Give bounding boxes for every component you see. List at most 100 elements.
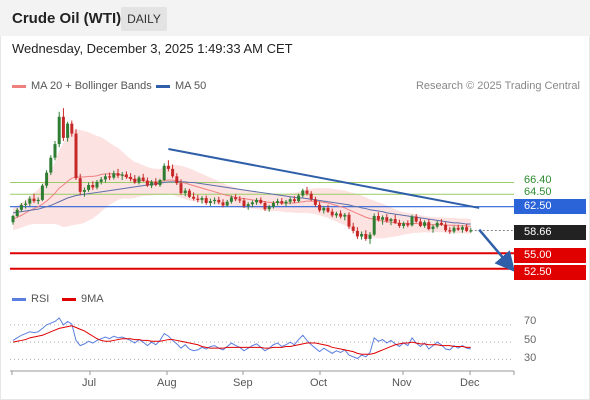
rsi-tick-70: 70 <box>524 315 537 327</box>
candle-body <box>204 198 208 203</box>
candle-body <box>158 180 162 185</box>
candle-body <box>19 204 23 210</box>
candle-body <box>225 201 229 206</box>
candle-body <box>141 177 145 181</box>
candle-body <box>322 207 326 211</box>
candle-body <box>32 198 36 202</box>
candle-body <box>70 123 74 134</box>
bollinger-band <box>13 129 471 239</box>
interval-button[interactable]: DAILY <box>121 7 167 31</box>
candle-body <box>418 221 422 226</box>
candle-body <box>448 230 452 232</box>
candle-body <box>15 209 19 216</box>
legend-ma9: 9MA <box>62 293 104 305</box>
candle-body <box>53 144 57 158</box>
candle-body <box>154 181 158 185</box>
chart-header: Crude Oil (WTI) DAILY <box>0 0 590 36</box>
legend-ma9-label: 9MA <box>81 293 104 305</box>
level-lines <box>10 182 514 270</box>
candle-body <box>427 222 431 230</box>
rsi-ma9-line <box>12 325 471 355</box>
candle-body <box>250 202 254 205</box>
rsi-panel <box>10 317 514 360</box>
candle-body <box>259 199 263 203</box>
candle-body <box>385 217 389 221</box>
candle-body <box>255 199 259 203</box>
candle-body <box>11 216 15 223</box>
research-credit: Research © 2025 Trading Central <box>415 80 580 92</box>
candle-body <box>263 202 267 210</box>
candle-body <box>103 176 107 180</box>
x-label-dec: Dec <box>460 377 480 389</box>
legend-rsi-label: RSI <box>31 293 50 305</box>
candle-body <box>40 185 44 200</box>
candle-body <box>166 165 170 169</box>
rsi-tick-30: 30 <box>524 352 537 364</box>
level-r1-label: 64.50 <box>524 186 552 198</box>
candle-body <box>66 123 70 138</box>
ma50-swatch <box>156 84 170 88</box>
level-s2-tag: 52.50 <box>514 265 586 280</box>
candle-body <box>129 176 133 179</box>
rsi-line <box>12 317 471 360</box>
candle-body <box>183 190 187 194</box>
candle-body <box>271 202 275 207</box>
candle-body <box>208 201 212 203</box>
candle-body <box>267 206 271 210</box>
candle-body <box>444 224 448 231</box>
rsi-swatch <box>12 297 26 301</box>
rsi-tick-50: 50 <box>524 334 537 346</box>
legend-ma20: MA 20 + Bollinger Bands <box>12 80 152 92</box>
candle-body <box>372 216 376 235</box>
candle-body <box>246 204 250 207</box>
candle-body <box>347 214 351 227</box>
ma50-line <box>12 181 471 225</box>
x-label-nov: Nov <box>392 377 412 389</box>
candle-body <box>95 181 99 188</box>
candle-body <box>330 211 334 216</box>
candle-body <box>171 168 175 177</box>
candle-body <box>460 227 464 230</box>
candle-body <box>435 222 439 227</box>
candle-body <box>217 199 221 203</box>
candle-body <box>414 216 418 222</box>
candle-body <box>368 234 372 239</box>
candle-body <box>213 199 217 202</box>
candle-body <box>305 190 309 194</box>
candle-body <box>280 201 284 204</box>
candle-body <box>145 180 149 186</box>
candle-body <box>397 222 401 226</box>
candle-body <box>74 133 78 179</box>
candle-body <box>318 204 322 211</box>
candle-body <box>36 199 40 202</box>
candle-body <box>108 176 112 178</box>
candle-body <box>200 198 204 200</box>
candle-body <box>187 190 191 197</box>
candle-body <box>284 201 288 204</box>
candle-body <box>456 227 460 230</box>
candle-body <box>179 183 183 194</box>
candle-body <box>87 185 91 190</box>
candle-body <box>221 202 225 206</box>
bollinger-band-area <box>13 129 471 239</box>
legend-rsi: RSI <box>12 293 49 305</box>
candle-body <box>376 216 380 220</box>
last-price-tag: 58.66 <box>514 225 586 240</box>
x-label-sep: Sep <box>233 377 253 389</box>
candle-body <box>116 173 120 176</box>
candle-body <box>234 197 238 200</box>
candle-body <box>229 197 233 202</box>
candle-body <box>150 181 154 186</box>
candle-body <box>288 199 292 202</box>
candle-body <box>57 116 61 145</box>
candle-body <box>192 196 196 199</box>
candle-body <box>49 157 53 173</box>
candle-body <box>439 222 443 225</box>
candle-body <box>61 116 65 138</box>
candle-body <box>175 176 179 184</box>
candle-body <box>120 174 124 176</box>
candle-body <box>393 219 397 223</box>
candle-body <box>78 178 82 192</box>
candle-body <box>82 189 86 192</box>
